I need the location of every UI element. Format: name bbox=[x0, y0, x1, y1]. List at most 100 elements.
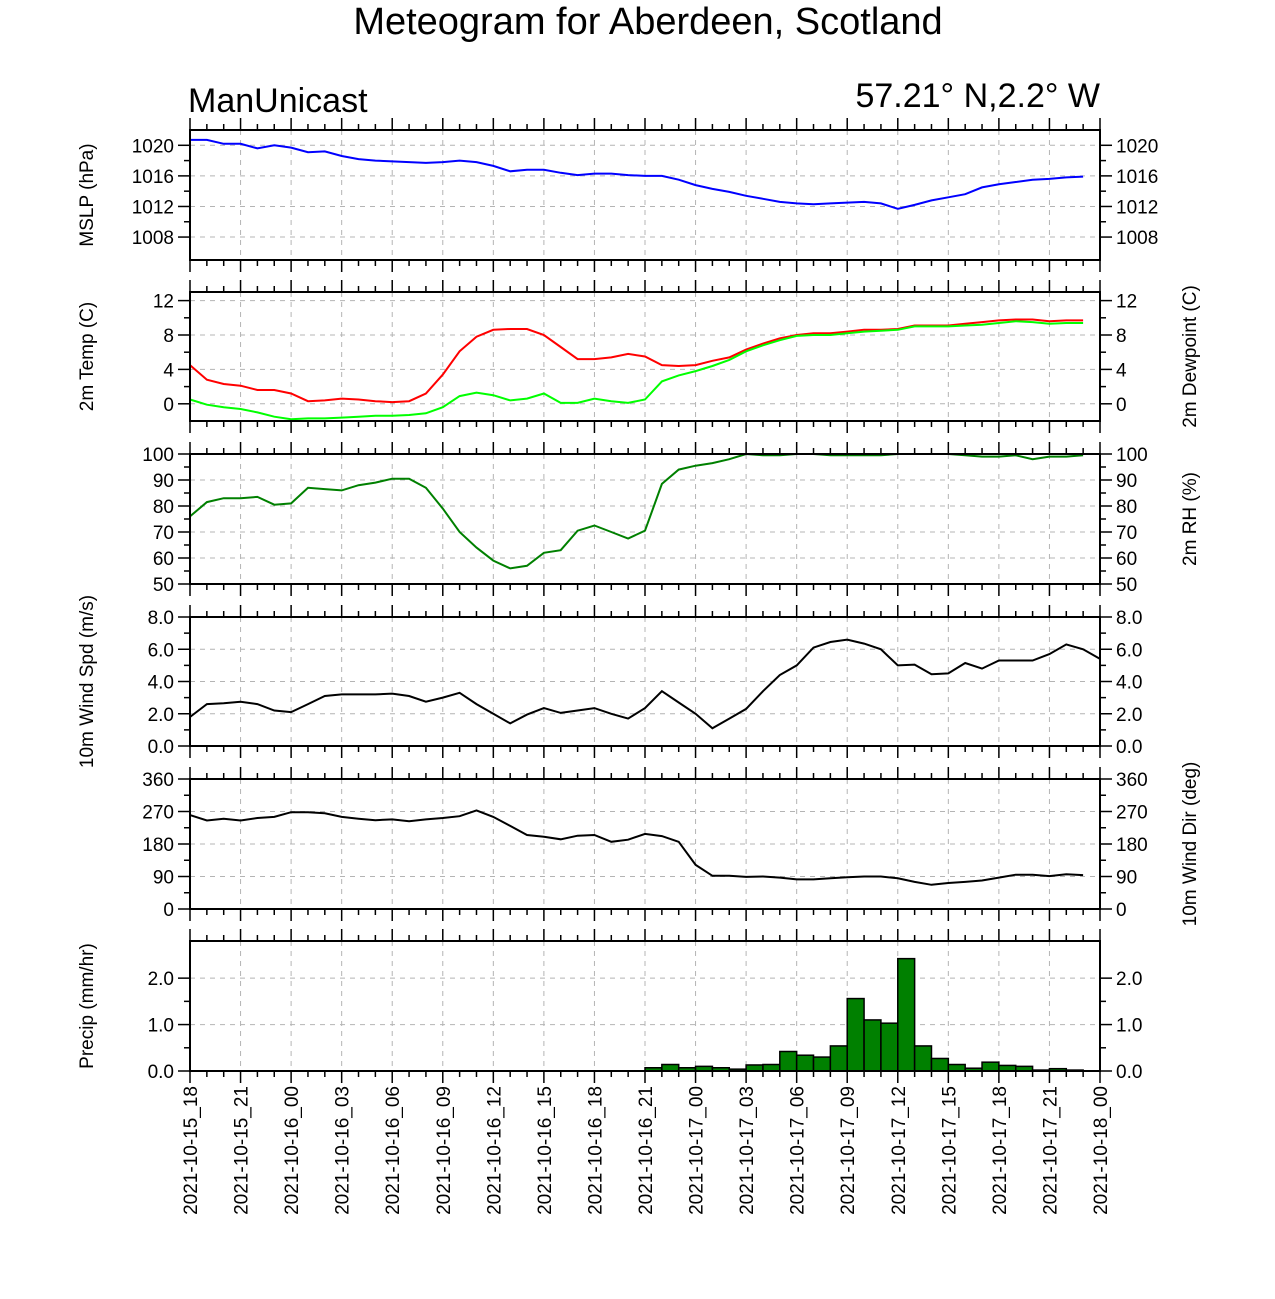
y-tick-label-left: 60 bbox=[153, 549, 174, 570]
y-tick-label-left: 1012 bbox=[132, 197, 174, 218]
y-tick-label-left: 1008 bbox=[132, 228, 174, 249]
panel-wspd: 0.0 0.0 2.0 2.0 4.0 4.0 6.0 6.0 8.0 8.0 10m Wind S… bbox=[77, 595, 1142, 768]
x-tick-label: 2021-10-16_18 bbox=[585, 1086, 606, 1215]
series-line-2m-dewpoint bbox=[189, 320, 1084, 421]
y-tick-label-right: 0 bbox=[1116, 395, 1127, 416]
y-tick-label-left: 80 bbox=[153, 497, 174, 518]
y-tick-label-right: 360 bbox=[1116, 770, 1148, 791]
location-label: 57.21° N,2.2° W bbox=[855, 77, 1100, 115]
y-tick-label-right: 0.0 bbox=[1116, 737, 1142, 758]
y-tick-label-left: 180 bbox=[142, 835, 174, 856]
x-tick-label: 2021-10-16_03 bbox=[333, 1086, 354, 1215]
precip-bar bbox=[779, 1050, 798, 1072]
y-tick-label-right: 60 bbox=[1116, 549, 1137, 570]
precip-bar bbox=[812, 1056, 832, 1072]
y-tick-label-right: 4.0 bbox=[1116, 673, 1142, 694]
y-tick-label-left: 270 bbox=[142, 803, 174, 824]
y-tick-label-right: 0 bbox=[1116, 900, 1127, 921]
precip-bar bbox=[863, 1019, 882, 1072]
y-tick-label-right: 80 bbox=[1116, 497, 1137, 518]
series-line-10m-wind-spd bbox=[189, 638, 1101, 730]
x-tick-label: 2021-10-17_12 bbox=[889, 1086, 910, 1215]
precip-bar bbox=[930, 1057, 950, 1072]
y-axis-label-left: Precip (mm/hr) bbox=[77, 943, 98, 1069]
panel-rh: 50 50 60 60 70 70 80 80 90 90 100 100 2m RH (%) bbox=[142, 442, 1201, 596]
panel-frame bbox=[189, 291, 1101, 422]
y-tick-label-left: 50 bbox=[153, 575, 174, 596]
y-tick-label-left: 0.0 bbox=[148, 737, 174, 758]
x-tick-label: 2021-10-17_21 bbox=[1040, 1086, 1061, 1215]
model-label: ManUnicast bbox=[188, 82, 368, 120]
y-tick-label-left: 0.0 bbox=[148, 1062, 174, 1083]
series-line-mslp bbox=[190, 138, 1084, 210]
y-tick-label-left: 4 bbox=[163, 360, 174, 381]
series-line-2m-rh bbox=[189, 452, 1084, 570]
y-tick-label-left: 90 bbox=[153, 471, 174, 492]
x-tick-label: 2021-10-17_09 bbox=[838, 1086, 859, 1215]
y-tick-label-right: 90 bbox=[1116, 471, 1137, 492]
x-tick-label: 2021-10-15_18 bbox=[181, 1086, 202, 1215]
y-axis-label-left: MSLP (hPa) bbox=[77, 143, 98, 246]
y-axis-label-right: 10m Wind Dir (deg) bbox=[1180, 762, 1201, 927]
y-tick-label-right: 4 bbox=[1116, 360, 1127, 381]
y-tick-label-left: 100 bbox=[142, 445, 174, 466]
y-tick-label-right: 12 bbox=[1116, 292, 1137, 313]
chart-title: Meteogram for Aberdeen, Scotland bbox=[353, 1, 942, 43]
x-tick-label: 2021-10-17_06 bbox=[788, 1086, 809, 1215]
y-tick-label-left: 1016 bbox=[132, 167, 174, 188]
y-tick-label-right: 8.0 bbox=[1116, 608, 1142, 629]
y-tick-label-right: 100 bbox=[1116, 445, 1148, 466]
y-tick-label-left: 6.0 bbox=[148, 640, 174, 661]
y-tick-label-left: 0 bbox=[163, 900, 174, 921]
y-tick-label-left: 0 bbox=[163, 395, 174, 416]
y-tick-label-left: 1.0 bbox=[148, 1016, 174, 1037]
y-tick-label-right: 270 bbox=[1116, 803, 1148, 824]
y-tick-label-right: 1012 bbox=[1116, 197, 1158, 218]
precip-bar bbox=[897, 957, 916, 1072]
panel-frame bbox=[189, 940, 1101, 1072]
panel-frame bbox=[189, 616, 1101, 747]
y-tick-label-right: 1008 bbox=[1116, 228, 1158, 249]
y-tick-label-left: 1020 bbox=[132, 136, 174, 157]
panel-frame bbox=[189, 453, 1101, 585]
y-tick-label-right: 1020 bbox=[1116, 136, 1158, 157]
y-tick-label-right: 2.0 bbox=[1116, 705, 1142, 726]
y-tick-label-right: 90 bbox=[1116, 868, 1137, 889]
x-tick-label: 2021-10-17_03 bbox=[737, 1086, 758, 1215]
y-tick-label-left: 8.0 bbox=[148, 608, 174, 629]
y-axis-label-right: 2m Dewpoint (C) bbox=[1180, 285, 1201, 428]
y-tick-label-left: 2.0 bbox=[148, 705, 174, 726]
y-tick-label-left: 90 bbox=[153, 868, 174, 889]
x-tick-label: 2021-10-16_15 bbox=[535, 1086, 556, 1215]
precip-bar bbox=[829, 1045, 848, 1072]
series-line-10m-wind-dir bbox=[189, 809, 1084, 886]
y-axis-label-right: 2m RH (%) bbox=[1180, 472, 1201, 566]
x-tick-label: 2021-10-18_00 bbox=[1091, 1086, 1112, 1215]
panel-frame bbox=[189, 778, 1101, 910]
panel-precip: 0.0 0.0 1.0 1.0 2.0 2.0 Precip (mm/hr) bbox=[77, 929, 1142, 1083]
y-tick-label-right: 1.0 bbox=[1116, 1016, 1142, 1037]
panel-mslp: 1008 1008 1012 1012 1016 1016 1020 1020 MSLP (hP… bbox=[77, 118, 1158, 272]
precip-bar bbox=[913, 1045, 933, 1072]
y-tick-label-right: 1016 bbox=[1116, 167, 1158, 188]
x-tick-label: 2021-10-17_15 bbox=[939, 1086, 960, 1215]
y-tick-label-right: 70 bbox=[1116, 523, 1137, 544]
y-tick-label-left: 8 bbox=[163, 326, 174, 347]
y-tick-label-left: 360 bbox=[142, 770, 174, 791]
x-tick-label: 2021-10-16_09 bbox=[434, 1086, 455, 1215]
x-tick-label: 2021-10-15_21 bbox=[232, 1086, 253, 1215]
panel-temp: 0 0 4 4 8 8 12 12 2m Temp (C) 2m Dewpoint (C) bbox=[77, 280, 1201, 433]
panel-wdir: 0 0 90 90 180 180 270 270 360 360 10m Wind Dir (de… bbox=[142, 762, 1201, 927]
y-tick-label-left: 4.0 bbox=[148, 673, 174, 694]
x-tick-label: 2021-10-17_18 bbox=[990, 1086, 1011, 1215]
y-axis-label-left: 10m Wind Spd (m/s) bbox=[77, 595, 98, 768]
y-tick-label-right: 2.0 bbox=[1116, 969, 1142, 990]
y-tick-label-right: 50 bbox=[1116, 575, 1137, 596]
x-tick-label: 2021-10-16_12 bbox=[484, 1086, 505, 1215]
x-tick-label: 2021-10-16_00 bbox=[282, 1086, 303, 1215]
y-tick-label-left: 2.0 bbox=[148, 969, 174, 990]
precip-bar bbox=[880, 1022, 899, 1072]
y-tick-label-left: 70 bbox=[153, 523, 174, 544]
precip-bar bbox=[981, 1061, 1000, 1072]
